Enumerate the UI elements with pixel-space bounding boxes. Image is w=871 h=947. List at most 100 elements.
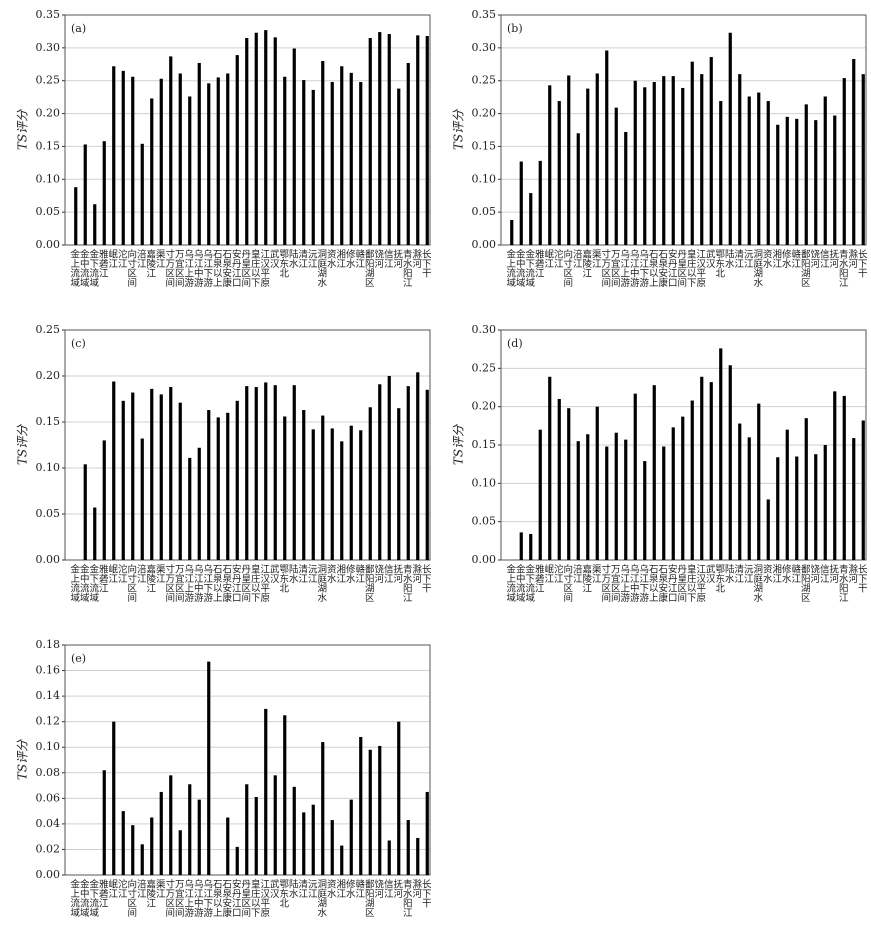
x-tick-label: 信江 bbox=[382, 248, 394, 269]
x-tick-label: 乌江下游 bbox=[201, 248, 213, 288]
bar bbox=[766, 101, 770, 245]
x-tick-label: 江汉平原 bbox=[258, 249, 270, 287]
x-tick-label: 石泉安康 bbox=[220, 249, 232, 287]
x-tick-label: 滁河 bbox=[410, 563, 422, 583]
x-tick-label: 武汉 bbox=[704, 248, 716, 269]
x-tick-label: 洞庭湖水 bbox=[315, 249, 327, 287]
y-tick-label: 0.10 bbox=[36, 172, 61, 185]
y-tick-label: 0.20 bbox=[472, 107, 497, 120]
x-tick-label: 丹皇区间 bbox=[239, 249, 251, 288]
x-tick-label: 岷江 bbox=[542, 564, 554, 584]
x-tick-label: 石泉以上 bbox=[647, 249, 659, 287]
bar bbox=[340, 66, 344, 245]
bar bbox=[235, 846, 239, 875]
x-tick-label: 金下流域 bbox=[523, 248, 535, 287]
bar bbox=[548, 376, 552, 560]
bar bbox=[112, 66, 116, 245]
bar bbox=[178, 73, 182, 245]
bar bbox=[833, 391, 837, 560]
x-tick-label: 长下干 bbox=[856, 563, 868, 593]
bar bbox=[159, 78, 163, 245]
x-tick-label: 修水 bbox=[344, 563, 356, 583]
x-tick-label: 武汉 bbox=[268, 563, 280, 584]
y-tick-label: 0.02 bbox=[36, 842, 61, 855]
x-tick-label: 赣江 bbox=[353, 563, 365, 584]
x-tick-label: 沱江 bbox=[552, 248, 564, 269]
x-tick-label: 皇庄以下 bbox=[249, 563, 261, 603]
x-tick-label: 涪江 bbox=[135, 563, 147, 584]
bar bbox=[178, 402, 182, 560]
x-tick-label: 资水 bbox=[325, 249, 337, 268]
bar bbox=[254, 797, 258, 875]
bar bbox=[785, 429, 789, 560]
bar bbox=[359, 737, 363, 875]
x-tick-label: 丹皇区间 bbox=[239, 564, 251, 603]
x-tick-label: 沅江 bbox=[306, 563, 318, 584]
x-tick-label: 沅江 bbox=[306, 878, 318, 899]
bar bbox=[776, 457, 780, 560]
x-tick-label: 安丹江口 bbox=[230, 248, 242, 287]
bar bbox=[321, 742, 325, 875]
bar bbox=[321, 61, 325, 245]
x-tick-label: 渠江 bbox=[154, 878, 166, 899]
bar bbox=[254, 387, 258, 560]
x-tick-label: 滁河 bbox=[410, 878, 422, 898]
x-tick-label: 陆水 bbox=[287, 563, 299, 583]
x-tick-label: 石泉以上 bbox=[211, 249, 223, 287]
x-tick-label: 信江 bbox=[818, 563, 830, 584]
x-tick-label: 湘江 bbox=[334, 563, 346, 584]
bar bbox=[766, 499, 770, 560]
x-tick-label: 赣江 bbox=[789, 563, 801, 584]
x-tick-label: 丹皇区间 bbox=[675, 564, 687, 603]
x-tick-label: 信江 bbox=[382, 878, 394, 899]
y-tick-label: 0.00 bbox=[36, 238, 61, 251]
x-tick-label: 武汉 bbox=[268, 878, 280, 899]
bar bbox=[719, 101, 723, 245]
y-tick-label: 0.15 bbox=[472, 438, 497, 451]
x-tick-label: 涪江 bbox=[135, 878, 147, 899]
bar bbox=[188, 96, 192, 245]
bar bbox=[416, 837, 420, 875]
y-tick-label: 0.25 bbox=[472, 74, 497, 87]
x-tick-label: 皇庄以下 bbox=[249, 878, 261, 918]
bar bbox=[216, 417, 220, 560]
x-tick-label: 鄂东北 bbox=[277, 249, 289, 278]
bar bbox=[197, 62, 201, 245]
bar bbox=[785, 116, 789, 245]
bar bbox=[823, 96, 827, 245]
bar bbox=[273, 37, 277, 245]
bar bbox=[662, 76, 666, 245]
bar bbox=[131, 392, 135, 560]
bar bbox=[197, 799, 201, 875]
y-axis-label: TS评分 bbox=[452, 109, 466, 150]
bar bbox=[595, 406, 599, 560]
x-tick-label: 石泉安康 bbox=[220, 564, 232, 602]
bar bbox=[140, 844, 144, 875]
x-tick-label: 修水 bbox=[344, 248, 356, 268]
bar bbox=[378, 745, 382, 875]
x-tick-label: 抚河 bbox=[391, 878, 403, 898]
bar bbox=[311, 804, 315, 875]
x-tick-label: 赣江 bbox=[353, 248, 365, 269]
x-tick-label: 万宜区间 bbox=[173, 879, 185, 918]
x-tick-label: 抚河 bbox=[391, 248, 403, 268]
x-tick-label: 饶河 bbox=[808, 248, 820, 268]
bar bbox=[624, 439, 628, 560]
bar bbox=[150, 388, 154, 560]
x-tick-label: 万宜区间 bbox=[609, 564, 621, 603]
y-tick-label: 0.20 bbox=[472, 400, 497, 413]
x-tick-label: 石泉以上 bbox=[647, 564, 659, 602]
x-tick-label: 青水阳江 bbox=[401, 878, 413, 918]
x-tick-label: 安丹江口 bbox=[666, 248, 678, 287]
bar bbox=[169, 387, 173, 560]
bar bbox=[586, 88, 590, 245]
x-tick-label: 渠江 bbox=[154, 563, 166, 584]
x-tick-label: 武汉 bbox=[268, 248, 280, 269]
y-tick-label: 0.25 bbox=[36, 323, 61, 336]
y-tick-label: 0.35 bbox=[472, 8, 497, 21]
y-axis-label: TS评分 bbox=[452, 424, 466, 465]
y-tick-label: 0.14 bbox=[36, 689, 61, 702]
x-tick-label: 万宜区间 bbox=[173, 564, 185, 603]
bar bbox=[548, 85, 552, 245]
y-tick-label: 0.25 bbox=[36, 74, 61, 87]
